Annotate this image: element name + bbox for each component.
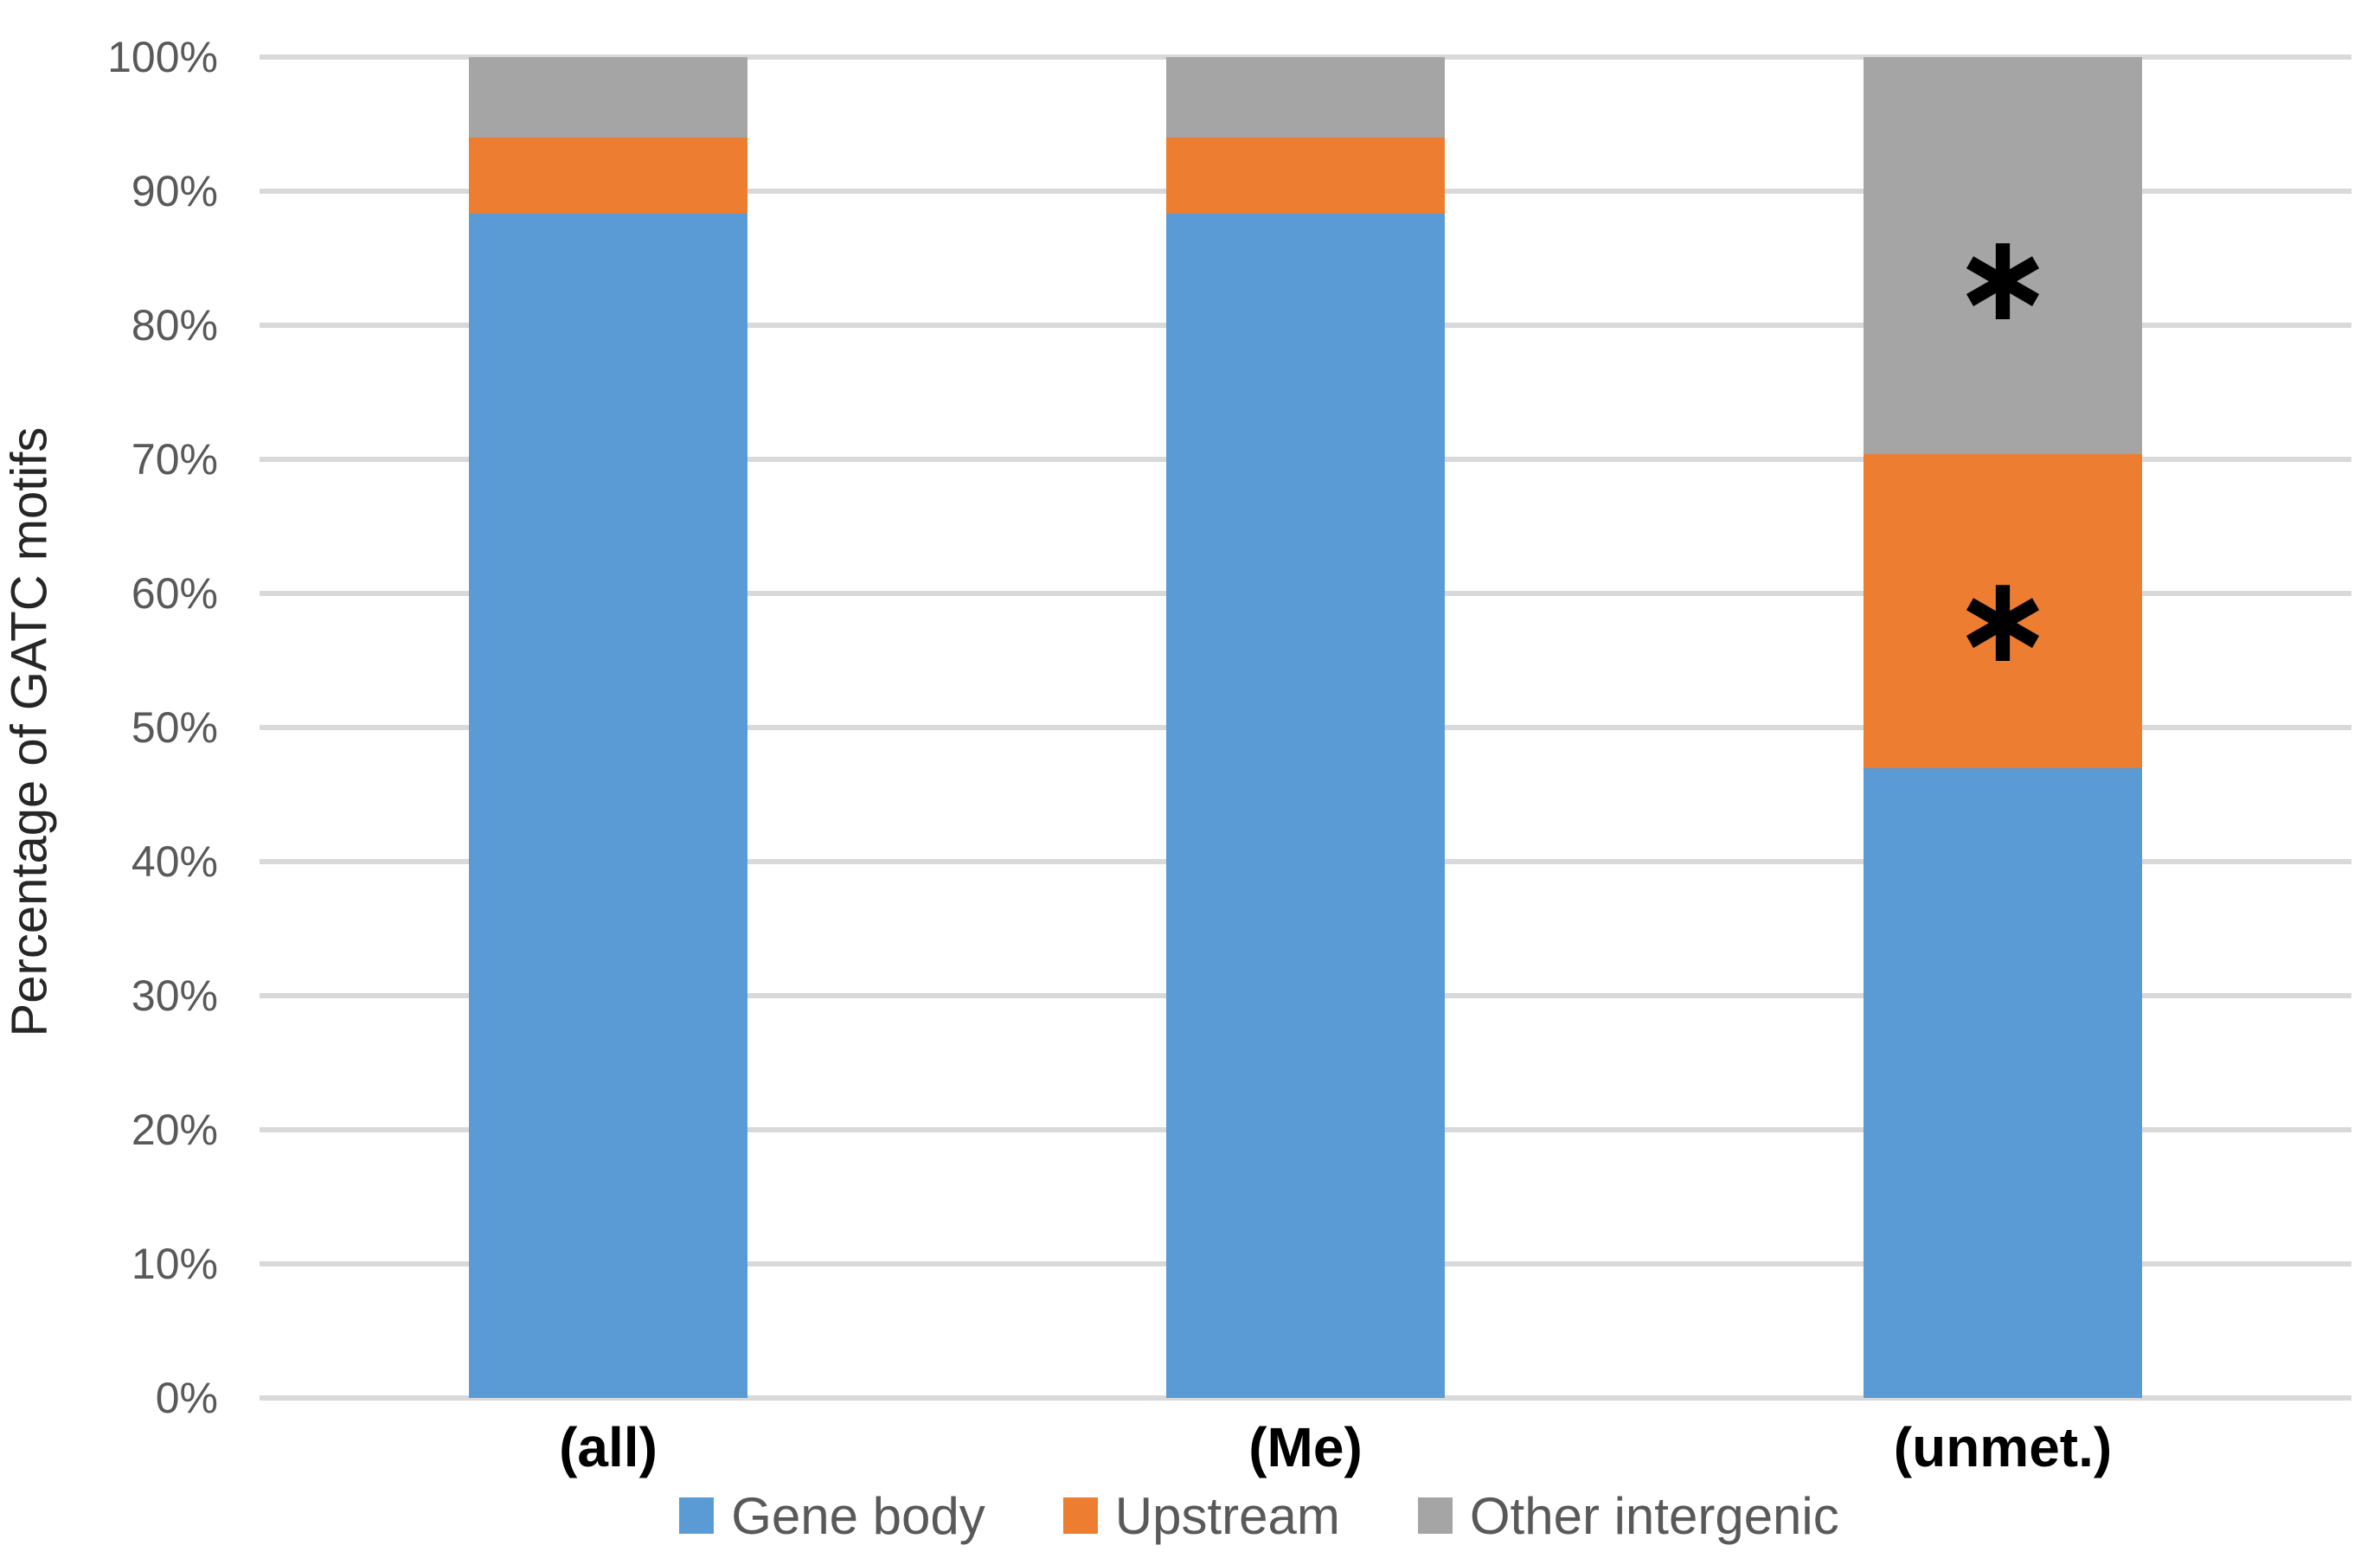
category-label: (Me) <box>1248 1416 1363 1478</box>
plot-area: ∗∗ <box>260 54 2351 1401</box>
y-tick-label: 70% <box>131 435 218 484</box>
category-label: (unmet.) <box>1893 1416 2113 1478</box>
category-label: (all) <box>559 1416 658 1478</box>
legend-label: Other intergenic <box>1469 1486 1839 1545</box>
legend-label: Gene body <box>731 1486 985 1545</box>
bar <box>469 57 747 1398</box>
bar-segment-upstream <box>1864 453 2142 768</box>
legend-label: Upstream <box>1114 1486 1340 1545</box>
legend-swatch-other-intergenic <box>1417 1497 1453 1534</box>
bar-segment-other-intergenic <box>469 57 747 138</box>
gridline <box>260 1395 2351 1401</box>
bar-segment-gene-body <box>1166 214 1445 1398</box>
y-tick-label: 60% <box>131 569 218 618</box>
legend-item: Gene body <box>679 1486 985 1546</box>
y-tick-label: 100% <box>107 33 218 81</box>
y-tick-label: 10% <box>131 1240 218 1288</box>
bar-segment-other-intergenic <box>1864 57 2142 454</box>
bar-segment-upstream <box>469 138 747 215</box>
legend-swatch-upstream <box>1062 1497 1098 1534</box>
bar-segment-other-intergenic <box>1166 57 1445 138</box>
bar-segment-gene-body <box>1864 767 2142 1398</box>
y-tick-label: 30% <box>131 971 218 1020</box>
y-tick-label: 50% <box>131 703 218 752</box>
y-tick-label: 40% <box>131 837 218 886</box>
y-tick-label: 0% <box>155 1374 218 1422</box>
legend: Gene body Upstream Other intergenic <box>69 1481 2380 1550</box>
legend-swatch-gene-body <box>679 1497 715 1534</box>
bar-segment-upstream <box>1166 138 1445 215</box>
bar <box>1864 57 2142 1398</box>
bar <box>1166 57 1445 1398</box>
bar-segment-gene-body <box>469 214 747 1398</box>
y-tick-label: 20% <box>131 1106 218 1154</box>
gridline <box>260 54 2351 60</box>
y-tick-label: 90% <box>131 167 218 215</box>
y-tick-label: 80% <box>131 301 218 349</box>
legend-item: Upstream <box>1062 1486 1340 1546</box>
legend-item: Other intergenic <box>1417 1486 1839 1546</box>
